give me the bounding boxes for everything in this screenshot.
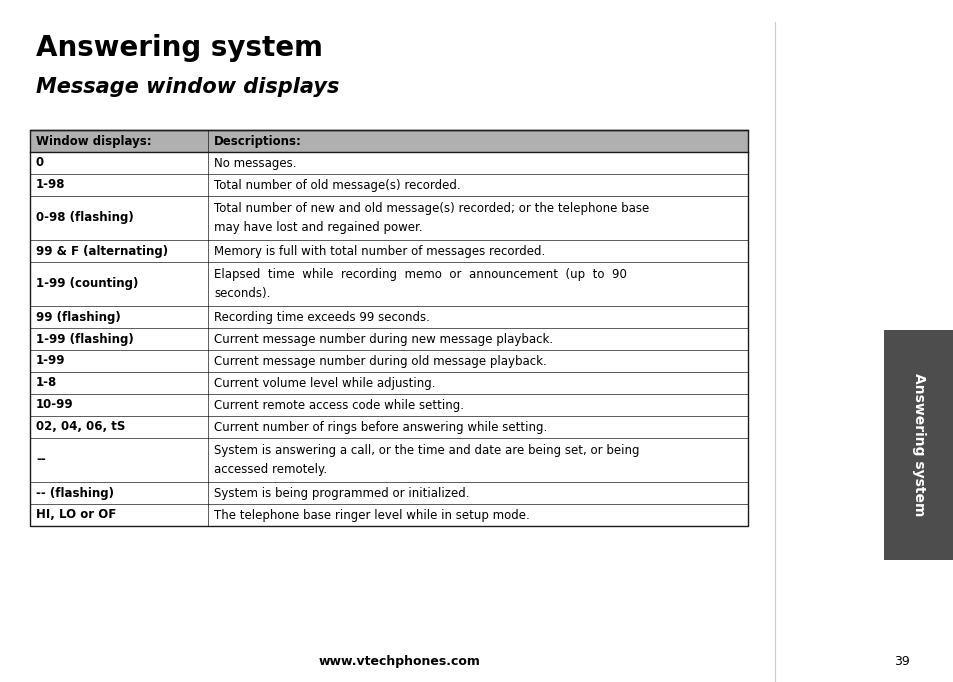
Bar <box>30 438 747 482</box>
Text: 1-99 (counting): 1-99 (counting) <box>36 278 138 291</box>
Text: 39: 39 <box>893 655 909 668</box>
Text: The telephone base ringer level while in setup mode.: The telephone base ringer level while in… <box>213 509 529 522</box>
Bar <box>30 372 747 394</box>
Text: 99 (flashing): 99 (flashing) <box>36 310 121 323</box>
Bar <box>30 152 747 174</box>
Bar <box>30 394 747 416</box>
Bar <box>883 330 953 560</box>
Bar <box>30 350 747 372</box>
Text: 10-99: 10-99 <box>36 398 73 411</box>
Text: may have lost and regained power.: may have lost and regained power. <box>213 221 422 234</box>
Bar <box>30 306 747 328</box>
Text: 0: 0 <box>36 156 44 170</box>
Bar <box>30 174 747 196</box>
Text: Answering system: Answering system <box>911 373 925 517</box>
Text: Recording time exceeds 99 seconds.: Recording time exceeds 99 seconds. <box>213 310 430 323</box>
Text: Current remote access code while setting.: Current remote access code while setting… <box>213 398 463 411</box>
Text: System is answering a call, or the time and date are being set, or being: System is answering a call, or the time … <box>213 444 639 457</box>
Text: Current volume level while adjusting.: Current volume level while adjusting. <box>213 376 435 389</box>
Text: Elapsed  time  while  recording  memo  or  announcement  (up  to  90: Elapsed time while recording memo or ann… <box>213 268 626 281</box>
Bar <box>30 196 747 240</box>
Text: 0-98 (flashing): 0-98 (flashing) <box>36 211 133 224</box>
Text: seconds).: seconds). <box>213 287 270 300</box>
Text: accessed remotely.: accessed remotely. <box>213 463 327 476</box>
Text: www.vtechphones.com: www.vtechphones.com <box>318 655 480 668</box>
Bar <box>30 416 747 438</box>
Text: Descriptions:: Descriptions: <box>213 134 301 147</box>
Text: System is being programmed or initialized.: System is being programmed or initialize… <box>213 486 469 499</box>
Bar <box>30 262 747 306</box>
Text: Answering system: Answering system <box>36 34 323 62</box>
Text: Current message number during old message playback.: Current message number during old messag… <box>213 355 546 368</box>
Bar <box>30 130 747 152</box>
Text: Total number of new and old message(s) recorded; or the telephone base: Total number of new and old message(s) r… <box>213 202 649 215</box>
Text: 99 & F (alternating): 99 & F (alternating) <box>36 245 168 258</box>
Text: Window displays:: Window displays: <box>36 134 152 147</box>
Text: Memory is full with total number of messages recorded.: Memory is full with total number of mess… <box>213 245 545 258</box>
Text: 1-99 (flashing): 1-99 (flashing) <box>36 333 133 346</box>
Bar <box>30 240 747 262</box>
Text: 1-98: 1-98 <box>36 179 66 192</box>
Text: Current number of rings before answering while setting.: Current number of rings before answering… <box>213 421 547 434</box>
Bar <box>30 504 747 526</box>
Text: Current message number during new message playback.: Current message number during new messag… <box>213 333 553 346</box>
Text: No messages.: No messages. <box>213 156 296 170</box>
Text: 1-8: 1-8 <box>36 376 57 389</box>
Bar <box>30 130 747 526</box>
Text: -- (flashing): -- (flashing) <box>36 486 113 499</box>
Bar <box>30 482 747 504</box>
Bar <box>30 328 747 350</box>
Text: 1-99: 1-99 <box>36 355 66 368</box>
Text: HI, LO or OF: HI, LO or OF <box>36 509 116 522</box>
Text: 02, 04, 06, tS: 02, 04, 06, tS <box>36 421 125 434</box>
Text: Total number of old message(s) recorded.: Total number of old message(s) recorded. <box>213 179 460 192</box>
Text: --: -- <box>36 454 46 466</box>
Text: Message window displays: Message window displays <box>36 77 339 97</box>
